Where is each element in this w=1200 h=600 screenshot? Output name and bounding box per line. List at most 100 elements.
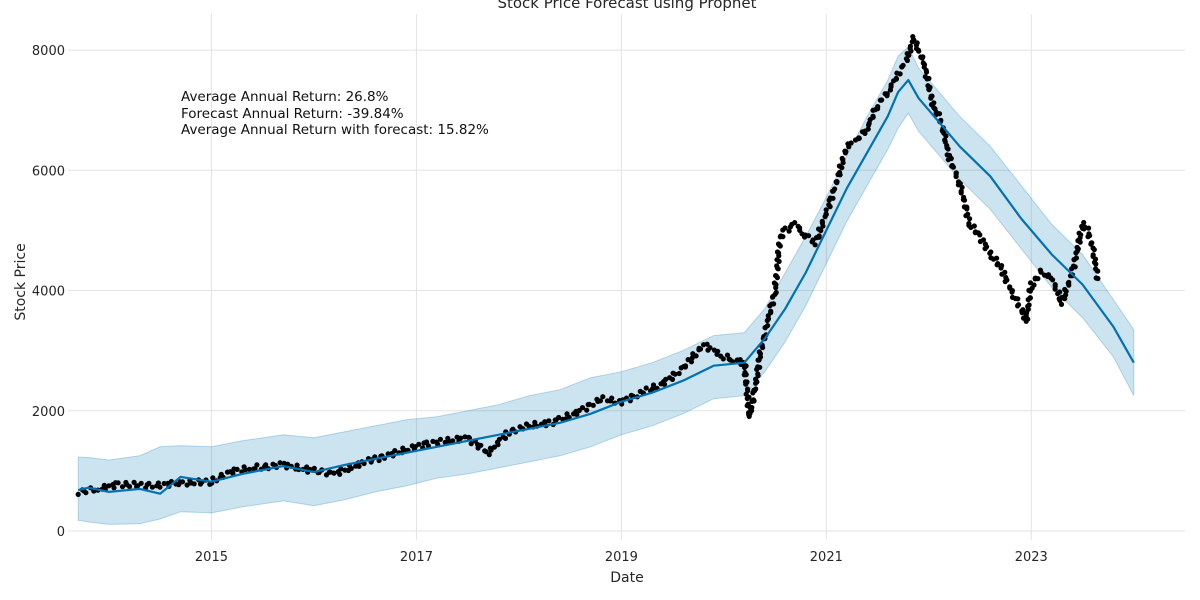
actual-point: [757, 351, 764, 357]
actual-point: [1086, 225, 1092, 231]
actual-point: [812, 242, 818, 248]
actual-point: [765, 323, 771, 329]
actual-point: [115, 480, 121, 486]
actual-point: [771, 301, 777, 307]
actual-point: [1072, 264, 1078, 270]
actual-point: [875, 104, 881, 110]
actual-point: [392, 448, 398, 454]
actual-point: [650, 382, 657, 388]
actual-point: [1050, 277, 1056, 283]
actual-point: [1023, 311, 1029, 317]
actual-point: [755, 373, 761, 379]
actual-point: [840, 157, 846, 163]
actual-point: [746, 394, 752, 400]
actual-point: [776, 250, 782, 256]
actual-point: [998, 265, 1004, 271]
x-tick-2015: 2015: [195, 550, 228, 565]
actual-point: [546, 418, 552, 424]
actual-point: [980, 237, 987, 243]
actual-point: [926, 75, 932, 82]
actual-point: [246, 466, 252, 472]
actual-point: [502, 435, 509, 441]
actual-point: [1015, 296, 1021, 302]
annotation-forecast-return: Forecast Annual Return: -39.84%: [181, 106, 404, 122]
y-tick-labels: 0 2000 4000 6000 8000: [32, 44, 65, 540]
actual-point: [753, 380, 759, 386]
actual-point: [724, 352, 731, 358]
actual-point: [242, 467, 248, 473]
actual-point: [914, 40, 920, 46]
actual-point: [542, 419, 548, 425]
actual-point: [707, 345, 713, 351]
actual-point: [126, 483, 133, 490]
actual-point: [157, 484, 163, 490]
actual-point: [1065, 280, 1071, 286]
actual-point: [277, 460, 283, 466]
actual-point: [191, 481, 197, 487]
actual-point: [688, 359, 695, 365]
actual-point: [830, 195, 836, 201]
actual-point: [846, 144, 852, 150]
actual-point: [746, 413, 752, 419]
actual-point: [773, 289, 779, 296]
actual-point: [155, 480, 161, 486]
actual-point: [311, 465, 317, 471]
actual-point: [884, 91, 890, 97]
actual-point: [1025, 303, 1031, 309]
actual-point: [1002, 269, 1008, 275]
actual-point: [967, 216, 973, 222]
actual-point: [773, 273, 779, 279]
actual-point: [1052, 282, 1058, 288]
x-tick-2021: 2021: [810, 550, 843, 565]
x-axis-title: Date: [610, 570, 643, 586]
actual-point: [776, 258, 782, 264]
actual-point: [131, 479, 137, 485]
actual-point: [743, 381, 749, 387]
actual-point: [693, 353, 699, 359]
actual-point: [971, 223, 977, 229]
actual-points: [75, 34, 1101, 497]
actual-point: [488, 447, 494, 453]
actual-point: [661, 381, 668, 387]
actual-point: [450, 438, 456, 444]
actual-point: [919, 55, 925, 61]
actual-point: [900, 62, 906, 68]
x-tick-labels: 2015 2017 2019 2021 2023: [195, 550, 1048, 565]
actual-point: [802, 234, 808, 240]
actual-point: [948, 155, 954, 162]
actual-point: [495, 442, 501, 448]
y-tick-0: 0: [57, 525, 65, 540]
actual-point: [753, 386, 759, 392]
y-tick-8000: 8000: [32, 44, 65, 59]
actual-point: [1091, 259, 1098, 265]
actual-point: [792, 220, 798, 226]
actual-point: [842, 148, 848, 154]
actual-point: [1031, 282, 1037, 288]
y-axis-title: Stock Price: [13, 243, 29, 320]
actual-point: [906, 52, 912, 58]
actual-point: [960, 197, 967, 203]
actual-point: [1009, 288, 1016, 294]
actual-point: [119, 484, 126, 490]
actual-point: [704, 341, 710, 347]
actual-point: [870, 114, 876, 120]
actual-point: [1058, 301, 1065, 307]
actual-point: [879, 97, 885, 103]
actual-point: [597, 398, 604, 404]
actual-point: [977, 232, 983, 238]
actual-point: [1025, 316, 1031, 322]
actual-point: [786, 228, 792, 234]
actual-point: [964, 206, 970, 212]
actual-point: [586, 401, 593, 407]
actual-point: [923, 67, 929, 73]
actual-point: [486, 452, 492, 458]
actual-point: [663, 376, 669, 382]
actual-point: [1057, 289, 1063, 295]
actual-point: [1091, 247, 1097, 253]
actual-point: [893, 76, 900, 82]
actual-point: [1090, 252, 1096, 258]
actual-point: [468, 441, 474, 447]
actual-point: [338, 466, 344, 472]
actual-point: [584, 407, 590, 413]
